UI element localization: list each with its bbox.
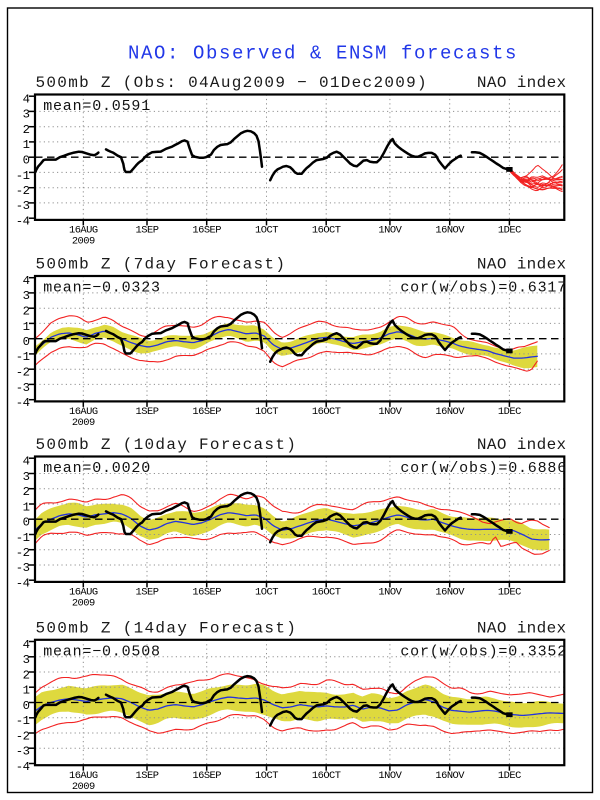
svg-text:1SEP: 1SEP bbox=[136, 770, 159, 782]
svg-text:1NOV: 1NOV bbox=[378, 587, 402, 599]
svg-text:1NOV: 1NOV bbox=[378, 770, 402, 782]
svg-text:mean=0.0591: mean=0.0591 bbox=[43, 98, 151, 115]
svg-text:mean=−0.0508: mean=−0.0508 bbox=[43, 643, 161, 660]
svg-text:3: 3 bbox=[23, 653, 30, 667]
svg-text:16AUG: 16AUG bbox=[69, 406, 98, 418]
svg-text:1: 1 bbox=[23, 500, 30, 514]
svg-text:cor(w/obs)=0.3352: cor(w/obs)=0.3352 bbox=[400, 643, 567, 660]
svg-text:-1: -1 bbox=[16, 531, 30, 545]
svg-text:NAO index: NAO index bbox=[477, 256, 567, 274]
svg-text:16OCT: 16OCT bbox=[312, 770, 341, 782]
svg-text:2: 2 bbox=[23, 305, 30, 319]
svg-text:NAO index: NAO index bbox=[477, 619, 567, 637]
svg-text:16SEP: 16SEP bbox=[192, 225, 221, 237]
svg-text:-1: -1 bbox=[16, 714, 30, 728]
svg-text:0: 0 bbox=[23, 154, 30, 168]
svg-text:16SEP: 16SEP bbox=[192, 406, 221, 418]
svg-text:500mb Z (7day Forecast): 500mb Z (7day Forecast) bbox=[36, 256, 287, 274]
svg-text:16NOV: 16NOV bbox=[435, 770, 465, 782]
svg-text:16AUG: 16AUG bbox=[69, 587, 98, 599]
svg-text:4: 4 bbox=[23, 638, 30, 652]
svg-text:1OCT: 1OCT bbox=[255, 770, 278, 782]
svg-text:-1: -1 bbox=[16, 169, 30, 183]
svg-text:1OCT: 1OCT bbox=[255, 225, 278, 237]
svg-text:2009: 2009 bbox=[72, 236, 95, 248]
svg-text:1OCT: 1OCT bbox=[255, 406, 278, 418]
svg-text:16OCT: 16OCT bbox=[312, 406, 341, 418]
svg-text:-1: -1 bbox=[16, 350, 30, 364]
svg-text:-2: -2 bbox=[16, 729, 30, 743]
svg-text:16OCT: 16OCT bbox=[312, 225, 341, 237]
svg-text:2: 2 bbox=[23, 668, 30, 682]
svg-text:16NOV: 16NOV bbox=[435, 225, 465, 237]
svg-text:1DEC: 1DEC bbox=[498, 225, 521, 237]
svg-text:2: 2 bbox=[23, 123, 30, 137]
svg-text:16SEP: 16SEP bbox=[192, 770, 221, 782]
svg-text:0: 0 bbox=[23, 335, 30, 349]
svg-text:1NOV: 1NOV bbox=[378, 225, 402, 237]
svg-text:3: 3 bbox=[23, 108, 30, 122]
svg-text:-3: -3 bbox=[16, 745, 30, 759]
svg-text:16NOV: 16NOV bbox=[435, 587, 465, 599]
svg-text:mean=−0.0323: mean=−0.0323 bbox=[43, 280, 161, 297]
svg-text:1: 1 bbox=[23, 320, 30, 334]
svg-text:2009: 2009 bbox=[72, 598, 95, 610]
svg-text:-2: -2 bbox=[16, 366, 30, 380]
svg-text:4: 4 bbox=[23, 93, 30, 107]
svg-text:1DEC: 1DEC bbox=[498, 587, 521, 599]
svg-text:-4: -4 bbox=[16, 396, 30, 410]
svg-text:1: 1 bbox=[23, 684, 30, 698]
svg-text:1: 1 bbox=[23, 138, 30, 152]
svg-text:NAO index: NAO index bbox=[477, 436, 567, 454]
svg-text:-3: -3 bbox=[16, 561, 30, 575]
svg-text:1DEC: 1DEC bbox=[498, 406, 521, 418]
svg-text:0: 0 bbox=[23, 699, 30, 713]
svg-text:500mb Z (Obs: 04Aug2009 − 01De: 500mb Z (Obs: 04Aug2009 − 01Dec2009) bbox=[36, 74, 428, 92]
svg-text:16AUG: 16AUG bbox=[69, 225, 98, 237]
svg-text:cor(w/obs)=0.6317: cor(w/obs)=0.6317 bbox=[400, 280, 567, 297]
svg-text:1DEC: 1DEC bbox=[498, 770, 521, 782]
svg-text:3: 3 bbox=[23, 289, 30, 303]
svg-text:2: 2 bbox=[23, 485, 30, 499]
svg-text:16SEP: 16SEP bbox=[192, 587, 221, 599]
svg-text:16NOV: 16NOV bbox=[435, 406, 465, 418]
svg-text:-4: -4 bbox=[16, 760, 30, 774]
svg-text:-4: -4 bbox=[16, 215, 30, 229]
svg-text:16AUG: 16AUG bbox=[69, 770, 98, 782]
svg-text:-2: -2 bbox=[16, 546, 30, 560]
svg-text:2009: 2009 bbox=[72, 781, 95, 793]
svg-text:1OCT: 1OCT bbox=[255, 587, 278, 599]
svg-text:cor(w/obs)=0.6886: cor(w/obs)=0.6886 bbox=[400, 460, 567, 477]
svg-text:1SEP: 1SEP bbox=[136, 406, 159, 418]
svg-text:16OCT: 16OCT bbox=[312, 587, 341, 599]
svg-text:500mb Z (10day Forecast): 500mb Z (10day Forecast) bbox=[36, 436, 298, 454]
svg-text:-4: -4 bbox=[16, 577, 30, 591]
svg-text:1NOV: 1NOV bbox=[378, 406, 402, 418]
svg-text:NAO: Observed & ENSM forecasts: NAO: Observed & ENSM forecasts bbox=[128, 43, 518, 65]
svg-text:-2: -2 bbox=[16, 184, 30, 198]
svg-text:1SEP: 1SEP bbox=[136, 225, 159, 237]
svg-text:1SEP: 1SEP bbox=[136, 587, 159, 599]
svg-text:mean=0.0020: mean=0.0020 bbox=[43, 460, 151, 477]
svg-text:-3: -3 bbox=[16, 199, 30, 213]
svg-text:500mb Z (14day Forecast): 500mb Z (14day Forecast) bbox=[36, 619, 298, 637]
svg-text:2009: 2009 bbox=[72, 417, 95, 429]
svg-text:-3: -3 bbox=[16, 381, 30, 395]
svg-text:0: 0 bbox=[23, 516, 30, 530]
svg-text:4: 4 bbox=[23, 455, 30, 469]
svg-text:4: 4 bbox=[23, 274, 30, 288]
svg-text:NAO index: NAO index bbox=[477, 74, 567, 92]
svg-text:3: 3 bbox=[23, 470, 30, 484]
